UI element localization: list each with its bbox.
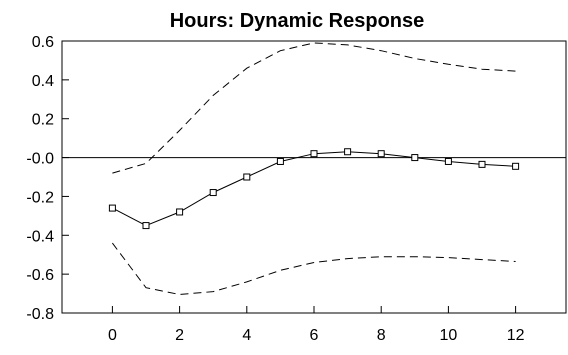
x-tick-label: 6 (310, 327, 319, 344)
x-tick-label: 2 (175, 327, 184, 344)
axes (61, 40, 567, 314)
x-tick-label: 12 (507, 327, 525, 344)
tick-labels: 0.6 0.4 0.2 -0.0 -0.2 -0.4 -0.6 -0.8 0 2 4 6 8 10 12 (26, 34, 524, 344)
plot-frame (61, 40, 567, 314)
data-point-marker (243, 173, 251, 181)
data-point-marker (209, 189, 217, 197)
x-tick-label: 10 (440, 327, 458, 344)
data-point-marker (108, 204, 116, 212)
data-point-marker (310, 150, 318, 158)
response-series (108, 148, 520, 230)
y-tick-label: 0.4 (32, 73, 54, 90)
y-tick-label: -0.0 (26, 151, 54, 168)
y-tick-label: 0.6 (32, 34, 54, 51)
y-tick-label: -0.8 (26, 306, 54, 323)
response-line (112, 151, 516, 227)
x-tick-label: 8 (377, 327, 386, 344)
upper-band-line (112, 42, 516, 174)
x-tick-label: 4 (242, 327, 251, 344)
chart-title: Hours: Dynamic Response (170, 10, 425, 32)
data-point-marker (478, 160, 486, 168)
data-point-marker (142, 222, 150, 230)
data-point-marker (512, 162, 520, 170)
data-point-marker (276, 157, 284, 165)
data-point-marker (344, 148, 352, 156)
lower-band-line (112, 242, 516, 296)
y-tick-label: 0.2 (32, 112, 54, 129)
x-tick-label: 0 (108, 327, 117, 344)
y-tick-label: -0.2 (26, 189, 54, 206)
data-point-marker (444, 157, 452, 165)
y-tick-label: -0.6 (26, 267, 54, 284)
y-tick-label: -0.4 (26, 228, 54, 245)
confidence-bands (112, 42, 516, 296)
data-point-marker (377, 150, 385, 158)
data-point-marker (411, 154, 419, 162)
data-point-marker (176, 208, 184, 216)
